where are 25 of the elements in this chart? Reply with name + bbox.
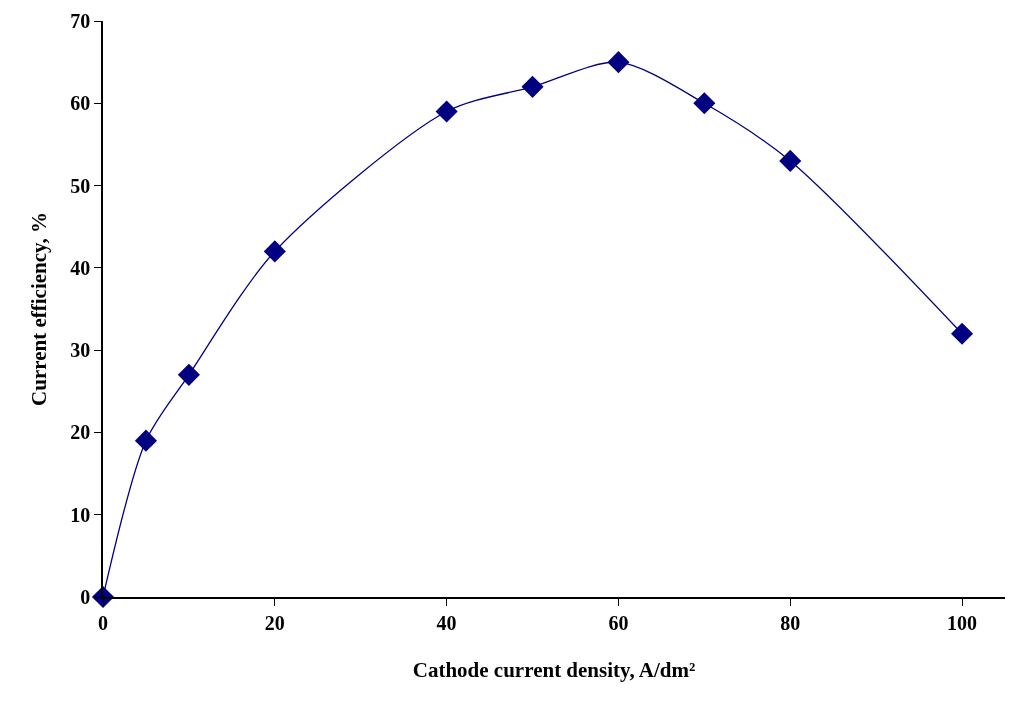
x-tick-label: 60 (608, 611, 629, 634)
point (177, 363, 200, 386)
y-tick-label: 0 (80, 586, 91, 608)
x-tick-label: 20 (264, 611, 285, 634)
point (693, 92, 716, 115)
point (779, 149, 802, 172)
point (134, 429, 157, 452)
point (435, 100, 458, 123)
point (263, 240, 286, 263)
x-tick-label: 0 (98, 611, 108, 634)
y-tick-label: 20 (70, 421, 91, 444)
y-tick-label: 50 (70, 174, 91, 197)
x-tick-label: 80 (780, 611, 801, 634)
x-axis-title: Cathode current density, A/dm² (412, 658, 696, 683)
point (951, 322, 974, 345)
x-tick-label: 40 (436, 611, 457, 634)
y-tick-label: 10 (70, 503, 91, 526)
y-tick-label: 70 (70, 10, 91, 32)
point (607, 51, 630, 74)
y-tick-label: 40 (70, 256, 91, 279)
y-tick-label: 60 (70, 92, 91, 115)
x-tick-label: 100 (947, 611, 978, 634)
point (521, 75, 544, 98)
y-axis-title: Current efficiency, % (26, 212, 51, 406)
y-tick-label: 30 (70, 339, 91, 362)
